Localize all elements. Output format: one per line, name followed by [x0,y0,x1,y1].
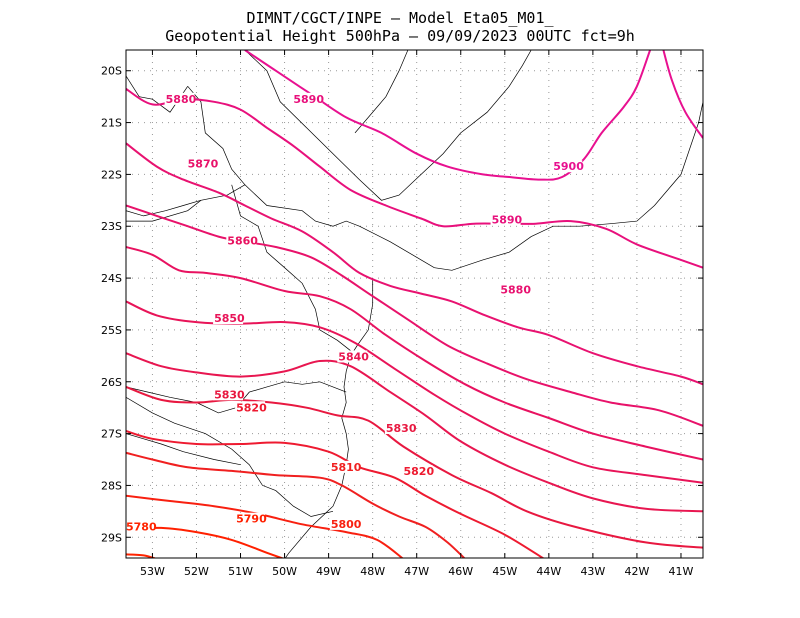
contour-5860 [126,246,703,461]
chart-title-line-2: Geopotential Height 500hPa – 09/09/2023 … [165,27,635,45]
x-tick-label: 47W [404,565,429,578]
contour-5900 [662,50,703,139]
coastline [126,199,201,217]
coastline [126,381,347,414]
coastline [231,184,351,351]
contour-label-bg [490,213,521,226]
contour-label-bg [213,388,244,401]
x-tick-label: 50W [272,565,297,578]
map-frame [125,49,704,559]
coastline [244,50,532,201]
contour-label-bg [235,401,266,414]
contour-label-bg [292,92,323,105]
y-tick-label: 22S [101,168,122,181]
contour-label-bg [213,312,244,325]
contour-5900 [244,50,652,181]
contour-lines [126,50,703,558]
contour-label-bg [125,520,155,533]
contour-label-bg [552,160,583,173]
contour-5800 [126,494,404,558]
contour-label: 5860 [227,234,258,247]
contour-5840 [126,352,703,513]
x-tick-label: 51W [228,565,253,578]
y-tick-label: 27S [101,428,122,441]
contour-label: 5830 [386,422,417,435]
y-tick-label: 28S [101,479,122,492]
contour-5850 [126,300,703,484]
contour-label-bg [402,465,433,478]
x-tick-label: 43W [580,565,605,578]
y-tick-label: 29S [101,531,122,544]
coastlines [126,50,703,558]
contour-label-bg [329,517,360,530]
longitude-labels: 53W 52W 51W 50W 49W 48W 47W 46W 45W 44W 43W 42W 41W [140,565,694,578]
contour-label-bg [235,512,266,525]
contour-label: 5840 [338,350,369,363]
contour-5820 [126,430,545,558]
contour-5790 [126,526,285,558]
axis-ticks [126,50,703,558]
contour-label: 5820 [403,465,434,478]
coastline [126,433,241,466]
x-tick-label: 42W [624,565,649,578]
contour-label: 5850 [214,312,245,325]
y-tick-label: 26S [101,376,122,389]
y-tick-label: 20S [101,65,122,78]
coastline [244,101,703,271]
contour-label: 5810 [331,461,362,474]
x-tick-label: 49W [316,565,341,578]
x-tick-label: 46W [448,565,473,578]
grid-lines [126,50,703,558]
contour-label-bg [499,283,530,296]
contour-label: 5890 [293,93,324,106]
x-tick-label: 52W [184,565,209,578]
contour-label: 5830 [214,388,245,401]
coastline [354,50,409,134]
x-tick-label: 45W [492,565,517,578]
contour-label: 5790 [236,513,267,526]
x-tick-label: 44W [536,565,561,578]
contour-label-bg [329,460,360,473]
y-tick-label: 24S [101,272,122,285]
contour-label: 5870 [188,158,219,171]
coastline [126,86,246,222]
contour-5830 [126,385,703,549]
contour-label-bg [337,350,368,363]
contour-label-bg [384,422,415,434]
contour-5870 [126,204,703,427]
chart-title-line-1: DIMNT/CGCT/INPE – Model Eta05_M01_ [246,9,554,27]
contour-label-bg [164,92,195,105]
coastline [126,396,334,517]
contour-label-bg [226,234,257,247]
x-tick-label: 41W [669,565,694,578]
contour-5780 [126,553,157,558]
contour-5890 [126,88,703,269]
contour-label: 5880 [166,93,197,106]
contour-5880 [126,142,703,386]
contour-label: 5780 [126,520,157,533]
contour-label: 5900 [553,160,584,173]
y-tick-label: 23S [101,220,122,233]
y-tick-label: 21S [101,117,122,130]
contour-label: 5800 [331,518,362,531]
contour-label-bg [186,157,217,170]
contour-label: 5890 [492,214,523,227]
latitude-labels: 20S 21S 22S 23S 24S 25S 26S 27S 28S 29S [101,65,122,545]
contour-5810 [126,451,466,558]
x-tick-label: 48W [360,565,385,578]
x-tick-label: 53W [140,565,165,578]
y-tick-label: 25S [101,324,122,337]
contour-label: 5880 [500,284,531,297]
contour-label: 5820 [236,401,267,414]
